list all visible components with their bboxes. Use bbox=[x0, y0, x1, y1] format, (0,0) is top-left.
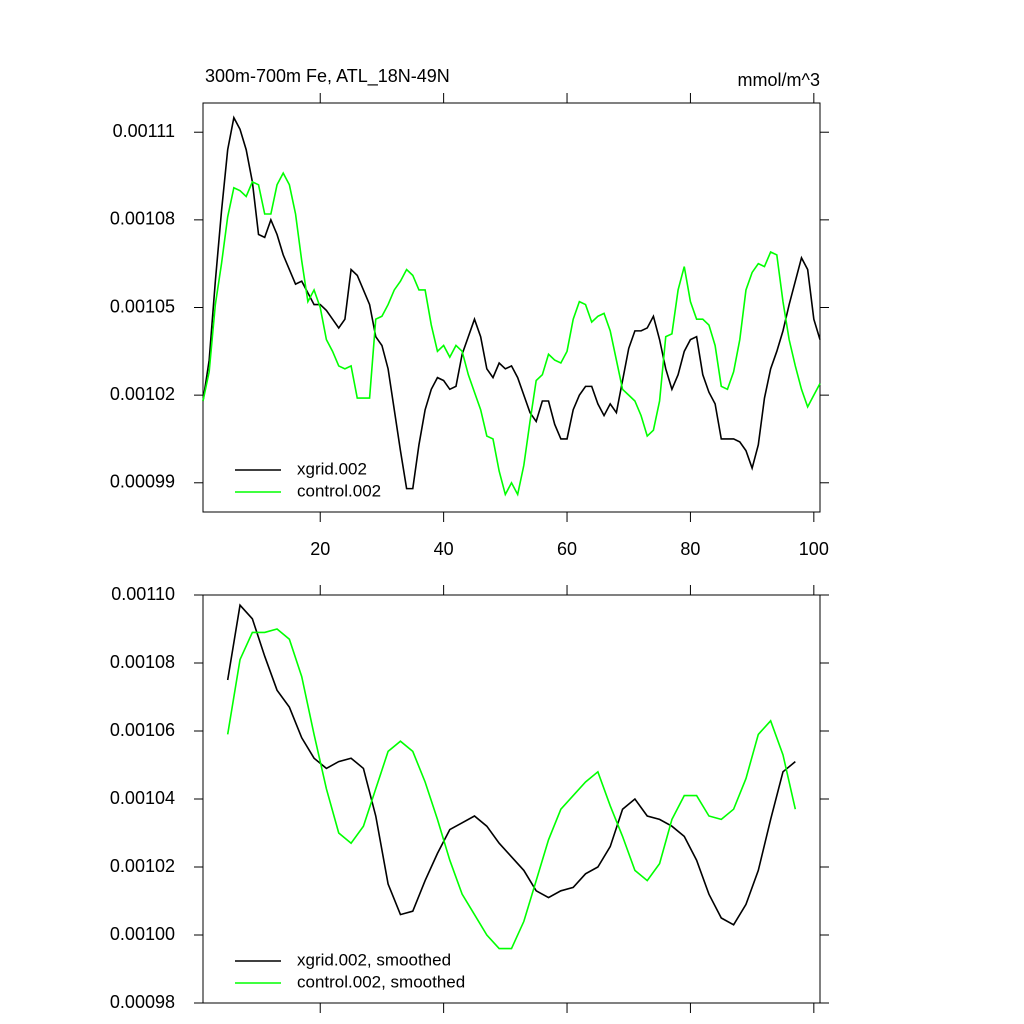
y-tick-label: 0.00110 bbox=[111, 584, 175, 604]
y-tick-label: 0.00108 bbox=[110, 209, 175, 229]
y-tick-label: 0.00108 bbox=[110, 652, 175, 672]
legend-label: xgrid.002, smoothed bbox=[297, 950, 451, 969]
y-tick-label: 0.00106 bbox=[110, 720, 175, 740]
y-tick-label: 0.00100 bbox=[110, 924, 175, 944]
data-line bbox=[226, 628, 797, 950]
legend-label: control.002 bbox=[297, 481, 381, 500]
x-tick-label: 40 bbox=[434, 539, 454, 559]
y-tick-label: 0.00099 bbox=[110, 472, 175, 492]
y-tick-label: 0.00105 bbox=[110, 296, 175, 316]
x-tick-label: 100 bbox=[799, 539, 829, 559]
data-line bbox=[226, 603, 796, 926]
data-line bbox=[202, 115, 821, 490]
legend-label: xgrid.002 bbox=[297, 459, 367, 478]
y-tick-label: 0.00102 bbox=[110, 856, 175, 876]
y-tick-label: 0.00098 bbox=[110, 992, 175, 1012]
units-label: mmol/m^3 bbox=[738, 70, 820, 90]
y-tick-label: 0.00104 bbox=[110, 788, 175, 808]
x-tick-label: 60 bbox=[557, 539, 577, 559]
data-line bbox=[202, 171, 821, 497]
x-tick-label: 80 bbox=[680, 539, 700, 559]
chart-title: 300m-700m Fe, ATL_18N-49N bbox=[205, 66, 450, 87]
legend-label: control.002, smoothed bbox=[297, 972, 465, 991]
y-tick-label: 0.00111 bbox=[113, 121, 175, 141]
plot-frame bbox=[202, 102, 821, 513]
y-tick-label: 0.00102 bbox=[110, 384, 175, 404]
x-tick-label: 20 bbox=[310, 539, 330, 559]
